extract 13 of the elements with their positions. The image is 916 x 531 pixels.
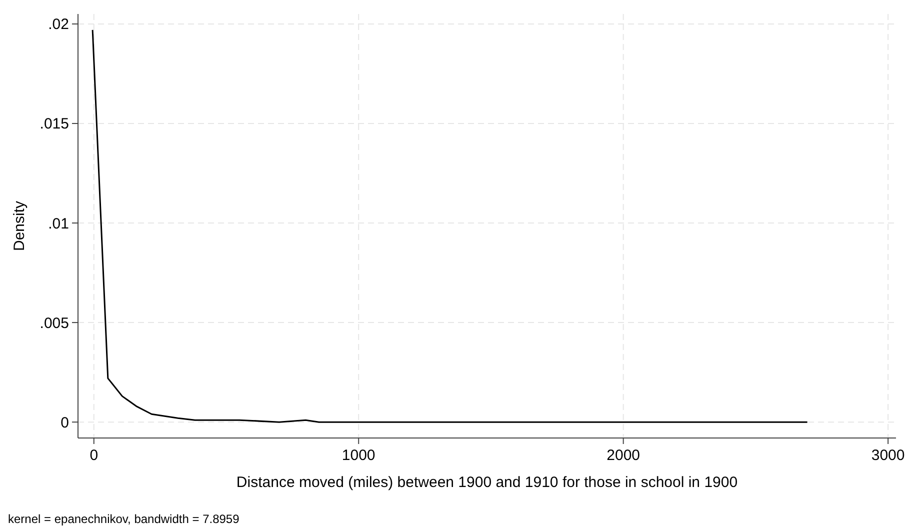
y-axis-title: Density (11, 200, 28, 252)
text: kernel = epanechnikov, bandwidth = 7.8959 (8, 512, 240, 526)
line-series (92, 29, 808, 423)
x-tick-label: 3000 (871, 447, 905, 464)
x-tick-label: 1000 (342, 447, 376, 464)
x-axis-title: Distance moved (miles) between 1900 and 1910 for those in school in 1900 (236, 474, 738, 491)
x-tick-label: 0 (90, 447, 98, 464)
y-tick-label: .02 (48, 16, 69, 34)
y-tick-label: .01 (48, 215, 69, 232)
x-tick-label: 2000 (606, 447, 640, 464)
y-tick-label: .005 (40, 314, 69, 332)
y-tick-label: 0 (60, 414, 69, 432)
y-tick-label: .015 (40, 116, 69, 133)
